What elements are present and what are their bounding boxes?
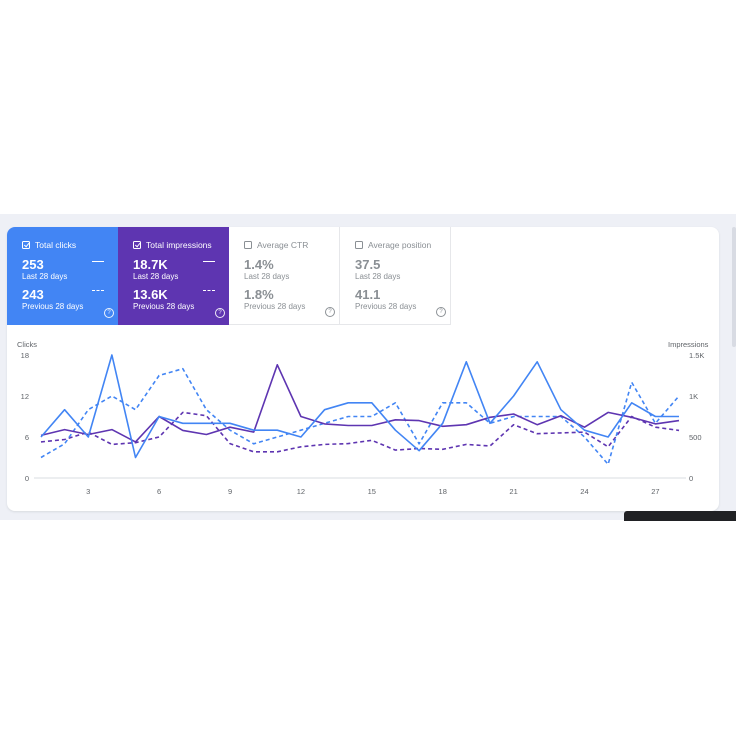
x-tick: 9 [228,487,232,496]
y-tick-right: 1.5K [689,351,704,360]
y-tick-right: 0 [689,474,693,483]
help-circle-icon[interactable]: ? [215,308,225,318]
y-tick-right: 1K [689,392,698,401]
metric-prev-value: 243 [22,287,44,302]
x-tick: 24 [580,487,588,496]
metric-prev-period: Previous 28 days [22,302,84,311]
metric-period: Last 28 days [133,272,179,281]
series-line-clicks-previous[interactable] [40,367,680,466]
y-tick-left: 6 [25,433,29,442]
metric-card-average-ctr[interactable]: Average CTR 1.4% Last 28 days 1.8% Previ… [229,227,340,325]
metric-prev-period: Previous 28 days [133,302,195,311]
right-axis-label: Impressions [668,340,709,349]
metric-label: Average CTR [257,240,309,250]
metric-card-total-clicks[interactable]: Total clicks 253 Last 28 days 243 Previo… [7,227,118,325]
series-line-impressions-current[interactable] [40,363,680,443]
metric-label: Average position [368,240,432,250]
help-circle-icon[interactable]: ? [325,307,335,317]
legend-solid-line-icon [203,261,215,262]
checkbox-icon[interactable] [22,241,30,249]
metric-period: Last 28 days [244,272,290,281]
metric-label: Total impressions [146,240,212,250]
metric-value: 37.5 [355,257,381,272]
metric-label: Total clicks [35,240,77,250]
x-tick: 3 [86,487,90,496]
help-circle-icon[interactable]: ? [104,308,114,318]
metric-prev-period: Previous 28 days [355,302,417,311]
metric-period: Last 28 days [22,272,68,281]
x-tick: 6 [157,487,161,496]
checkbox-icon[interactable] [355,241,363,249]
metric-prev-value: 1.8% [244,287,274,302]
metric-cards: Total clicks 253 Last 28 days 243 Previo… [7,227,451,325]
metric-card-average-position[interactable]: Average position 37.5 Last 28 days 41.1 … [340,227,451,325]
metric-value: 1.4% [244,257,274,272]
help-circle-icon[interactable]: ? [436,307,446,317]
metric-prev-value: 13.6K [133,287,168,302]
left-axis-label: Clicks [17,340,37,349]
y-tick-right: 500 [689,433,702,442]
x-tick: 15 [368,487,376,496]
x-tick: 27 [651,487,659,496]
x-tick: 18 [439,487,447,496]
legend-solid-line-icon [92,261,104,262]
scrollbar[interactable] [732,227,736,347]
metric-period: Last 28 days [355,272,401,281]
y-tick-left: 12 [21,392,29,401]
tooltip-edge [624,511,736,521]
legend-dashed-line-icon [92,290,104,291]
metric-value: 253 [22,257,44,272]
y-tick-left: 18 [21,351,29,360]
x-tick: 12 [297,487,305,496]
metric-prev-value: 41.1 [355,287,381,302]
metric-value: 18.7K [133,257,168,272]
legend-dashed-line-icon [203,290,215,291]
series-line-impressions-previous[interactable] [40,411,680,453]
y-tick-left: 0 [25,474,29,483]
x-tick: 21 [509,487,517,496]
metric-card-total-impressions[interactable]: Total impressions 18.7K Last 28 days 13.… [118,227,229,325]
checkbox-icon[interactable] [133,241,141,249]
checkbox-icon[interactable] [244,241,252,249]
metric-prev-period: Previous 28 days [244,302,306,311]
series-line-clicks-current[interactable] [40,354,679,459]
